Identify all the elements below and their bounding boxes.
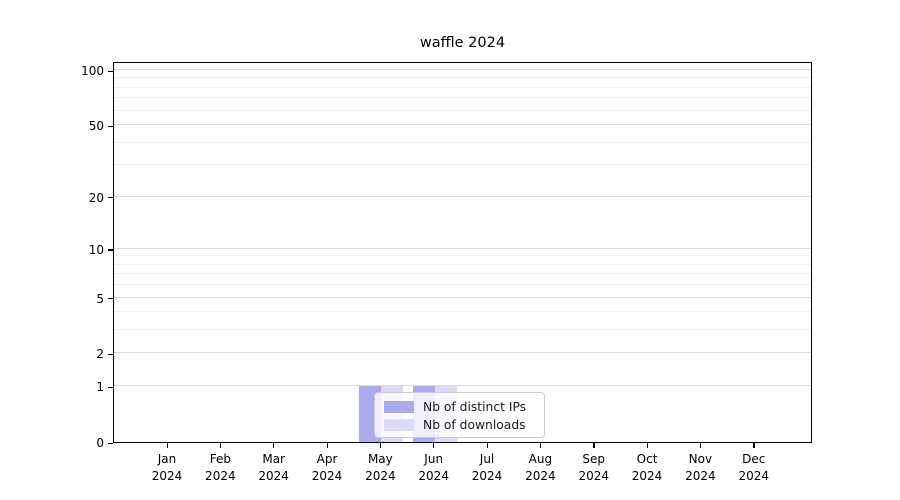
x-tick-label: Mar 2024 xyxy=(258,451,289,485)
chart-title: waffle 2024 xyxy=(419,35,506,51)
x-tick-month: Feb xyxy=(209,452,231,466)
gridline-minor xyxy=(114,311,811,313)
x-tick-label: Feb 2024 xyxy=(205,451,236,485)
x-tick-year: 2024 xyxy=(738,469,770,483)
gridline-minor xyxy=(114,109,811,111)
x-tick-year: 2024 xyxy=(365,469,396,483)
x-tick-mark xyxy=(433,443,435,448)
y-tick-label: 100 xyxy=(81,64,104,79)
x-tick-month: Dec xyxy=(742,452,766,466)
x-tick-mark xyxy=(699,443,702,448)
x-tick-label: Sep 2024 xyxy=(578,451,609,485)
gridline-major xyxy=(114,296,811,298)
x-tick-label: Jan 2024 xyxy=(152,451,183,485)
x-tick-mark xyxy=(219,443,222,448)
gridline-minor xyxy=(114,273,811,275)
gridline-minor xyxy=(114,141,811,143)
x-tick-mark xyxy=(486,443,488,448)
y-tick-mark xyxy=(108,125,113,127)
x-tick-mark xyxy=(379,443,382,448)
x-tick-year: 2024 xyxy=(151,469,183,483)
x-tick-month: Jan xyxy=(157,452,177,466)
x-tick-month: Nov xyxy=(688,452,713,466)
y-tick-mark xyxy=(108,197,113,199)
gridline-major xyxy=(114,247,811,249)
y-tick-label: 50 xyxy=(88,119,104,134)
gridline-minor xyxy=(114,329,811,331)
x-tick-month: Jun xyxy=(424,452,444,466)
x-tick-month: Jul xyxy=(479,452,495,466)
gridline-minor xyxy=(114,97,811,99)
x-tick-year: 2024 xyxy=(525,469,556,483)
gridline-major xyxy=(114,352,811,354)
x-tick-label: Jul 2024 xyxy=(472,451,503,485)
gridline-minor xyxy=(114,255,811,257)
gridline-minor xyxy=(114,86,811,88)
y-tick-mark xyxy=(108,353,113,356)
x-tick-month: Oct xyxy=(636,452,658,466)
x-tick-mark xyxy=(753,443,755,448)
gridline-minor xyxy=(114,77,811,79)
x-tick-year: 2024 xyxy=(685,469,716,483)
x-tick-mark xyxy=(646,443,648,448)
x-tick-month: Aug xyxy=(528,452,553,466)
y-tick-label: 2 xyxy=(96,347,104,362)
x-tick-month: Apr xyxy=(316,452,338,466)
y-tick-label: 20 xyxy=(88,190,104,205)
x-tick-mark xyxy=(539,443,542,448)
x-tick-year: 2024 xyxy=(205,469,236,483)
x-tick-year: 2024 xyxy=(311,469,343,483)
x-tick-label: Dec 2024 xyxy=(738,451,769,485)
x-tick-label: May 2024 xyxy=(365,451,396,485)
y-tick-mark xyxy=(108,442,113,444)
x-tick-month: Mar xyxy=(262,452,285,466)
x-tick-label: Apr 2024 xyxy=(312,451,343,485)
gridline-major xyxy=(114,69,811,71)
y-tick-mark xyxy=(108,249,113,251)
legend-swatch-distinct-ips xyxy=(384,400,414,413)
x-tick-year: 2024 xyxy=(258,469,289,483)
x-tick-label: Aug 2024 xyxy=(525,451,556,485)
x-tick-year: 2024 xyxy=(471,469,503,483)
x-tick-label: Nov 2024 xyxy=(685,451,716,485)
legend: Nb of distinct IPs Nb of downloads xyxy=(374,392,545,438)
legend-item: Nb of distinct IPs xyxy=(384,399,538,414)
legend-item: Nb of downloads xyxy=(384,417,538,432)
gridline-minor xyxy=(114,164,811,166)
y-tick-label: 5 xyxy=(96,291,104,306)
gridline-major xyxy=(114,195,811,197)
x-tick-mark xyxy=(593,443,595,448)
x-tick-label: Jun 2024 xyxy=(418,451,449,485)
y-tick-mark xyxy=(108,386,113,388)
gridline-minor xyxy=(114,263,811,265)
x-tick-year: 2024 xyxy=(418,469,449,483)
legend-swatch-downloads xyxy=(384,418,414,431)
x-tick-year: 2024 xyxy=(578,469,609,483)
x-tick-month: Sep xyxy=(582,452,606,466)
plot-area: Nb of distinct IPs Nb of downloads xyxy=(113,62,812,443)
x-tick-mark xyxy=(166,443,168,448)
y-tick-label: 10 xyxy=(88,242,104,257)
x-tick-mark xyxy=(273,443,275,448)
gridline-major xyxy=(114,385,811,387)
y-tick-label: 1 xyxy=(96,380,104,395)
gridline-minor xyxy=(114,284,811,286)
x-tick-year: 2024 xyxy=(631,469,663,483)
x-tick-label: Oct 2024 xyxy=(632,451,663,485)
gridline-major xyxy=(114,124,811,126)
y-tick-mark xyxy=(108,298,113,300)
y-tick-mark xyxy=(108,70,113,72)
x-tick-mark xyxy=(326,443,328,448)
y-tick-label: 0 xyxy=(96,436,104,450)
legend-item-label: Nb of downloads xyxy=(423,417,526,432)
x-tick-month: May xyxy=(367,452,393,466)
legend-item-label: Nb of distinct IPs xyxy=(423,399,527,414)
